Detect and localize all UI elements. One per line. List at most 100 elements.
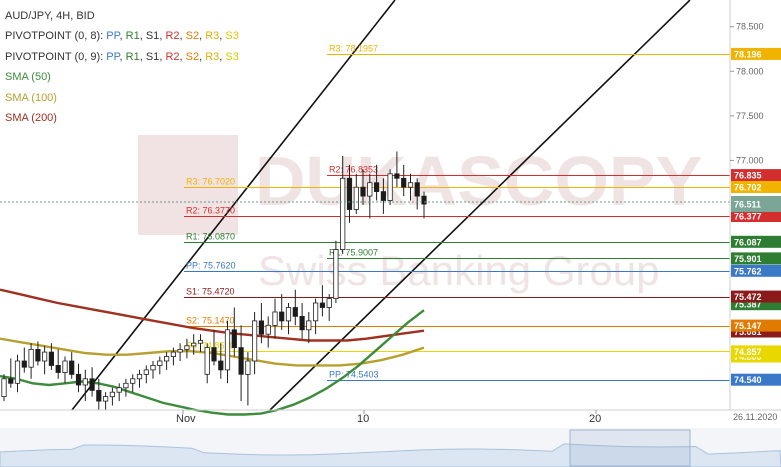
candle-body	[272, 311, 278, 326]
price-badge	[731, 345, 781, 358]
candle-body	[346, 177, 353, 210]
candle-body	[394, 173, 400, 179]
candle-body	[251, 320, 258, 362]
x-tick-label: 20	[589, 413, 601, 425]
x-tick-label: Nov	[176, 413, 196, 425]
legend-sma-200: SMA (200)	[5, 112, 57, 125]
candle-body	[28, 348, 34, 368]
candle-body	[143, 369, 149, 375]
pivot-label: R3: 78.1957	[329, 44, 378, 54]
legend-part: ,	[199, 50, 206, 63]
price-badge-text: 76.702	[734, 183, 762, 193]
candle-body	[177, 348, 183, 353]
navigator-window	[569, 429, 691, 467]
y-tick-label: 77.500	[736, 111, 764, 121]
legend-part: S2	[185, 50, 200, 63]
candle-body	[14, 360, 21, 384]
price-badge	[731, 47, 781, 60]
chart-legend: AUD/JPY, 4H, BID PIVOTPOINT (0, 8): PP, …	[5, 6, 239, 128]
candle-body	[414, 182, 420, 197]
legend-pivot-1: PIVOTPOINT (0, 8): PP, R1, S1, R2, S2, R…	[5, 30, 239, 43]
candlesticks	[1, 151, 427, 410]
pivot-label: R2: 76.8353	[329, 165, 378, 175]
legend-part: R2	[165, 30, 180, 43]
candle-body	[150, 364, 156, 371]
legend-part: ,	[139, 50, 146, 63]
pivot-label: R3: 76.7020	[186, 177, 235, 187]
candle-body	[184, 345, 190, 350]
candle-body	[238, 347, 244, 375]
candle-body	[211, 347, 217, 362]
candle-body	[157, 360, 163, 366]
candle-body	[130, 378, 136, 384]
candle-body	[109, 391, 115, 398]
x-axis-ticks: Nov 10 20 26.11.2020	[176, 410, 777, 425]
price-badge-text: 76.835	[734, 171, 762, 181]
legend-part: PP	[106, 30, 120, 43]
legend-symbol: AUD/JPY, 4H, BID	[5, 10, 95, 22]
current-price-badge	[731, 196, 781, 212]
price-badge-text: 74.540	[734, 375, 762, 385]
candle-body	[387, 173, 393, 201]
legend-part: S3	[225, 50, 239, 63]
candle-body	[170, 351, 176, 358]
channel-upper-line	[71, 0, 396, 411]
candle-body	[69, 360, 75, 375]
candle-body	[136, 373, 143, 380]
navigator-area	[0, 443, 781, 467]
candle-body	[35, 348, 41, 362]
candle-body	[103, 396, 109, 402]
price-badge-hidden-text: 75.081	[734, 327, 762, 337]
legend-part: ,	[159, 50, 166, 63]
pivot-label: PP: 75.7620	[186, 261, 236, 271]
price-badge-text: 75.472	[734, 292, 762, 302]
watermark-logo	[138, 135, 238, 235]
date-label: 26.11.2020	[733, 412, 777, 422]
candle-body	[360, 186, 366, 197]
legend-part: ,	[219, 30, 226, 43]
navigator-strip[interactable]	[0, 428, 781, 467]
pivot-label: R2: 76.3770	[186, 206, 235, 216]
sma-200-line	[0, 288, 425, 342]
price-badge	[731, 181, 781, 193]
pivot-label: S1: 75.4720	[186, 287, 235, 297]
price-badge	[731, 235, 781, 248]
legend-part: ,	[139, 30, 146, 43]
candle-body	[353, 186, 359, 210]
legend-part: ,	[219, 50, 226, 63]
price-badge	[731, 264, 781, 277]
candle-body	[163, 356, 170, 362]
legend-part: R3	[205, 30, 220, 43]
pivot-label: R1: 75.9007	[329, 248, 378, 258]
legend-part: S1	[145, 30, 160, 43]
price-badge	[731, 290, 781, 303]
y-axis-ticks: 78.500 78.000 77.500 77.000	[730, 22, 764, 165]
legend-part: ,	[199, 30, 206, 43]
candle-body	[55, 364, 61, 373]
pivot-label: PP: 74.5403	[329, 370, 379, 380]
candle-body	[306, 320, 312, 331]
legend-part: ,	[179, 50, 186, 63]
candle-body	[380, 191, 387, 201]
sma-50-line	[0, 309, 425, 416]
pivot-label: S2: 75.1470	[186, 316, 235, 326]
candle-body	[1, 378, 7, 397]
plot-area	[0, 0, 730, 410]
candle-body	[62, 360, 68, 374]
legend-pivot-2: PIVOTPOINT (0, 9): PP, R1, S1, R2, S2, R…	[5, 50, 239, 63]
price-badge-hidden-text: 75.387	[734, 300, 762, 310]
price-badge-text: 75.901	[734, 254, 762, 264]
candle-body	[421, 195, 427, 205]
candle-body	[285, 307, 292, 322]
price-badge	[731, 373, 781, 386]
candle-body	[116, 387, 122, 393]
price-badge-text: 75.147	[734, 321, 762, 331]
legend-sma-100: SMA (100)	[5, 91, 57, 104]
watermark-text: DUKASCOPY	[255, 142, 702, 220]
pivot-lines: R3: 78.1957 R2: 76.8353 R3: 76.7020 R2: 76.…	[184, 44, 730, 381]
legend-part: S1	[145, 50, 160, 63]
legend-part: ,	[179, 30, 186, 43]
candle-body	[245, 360, 251, 375]
legend-part: ,	[159, 30, 166, 43]
